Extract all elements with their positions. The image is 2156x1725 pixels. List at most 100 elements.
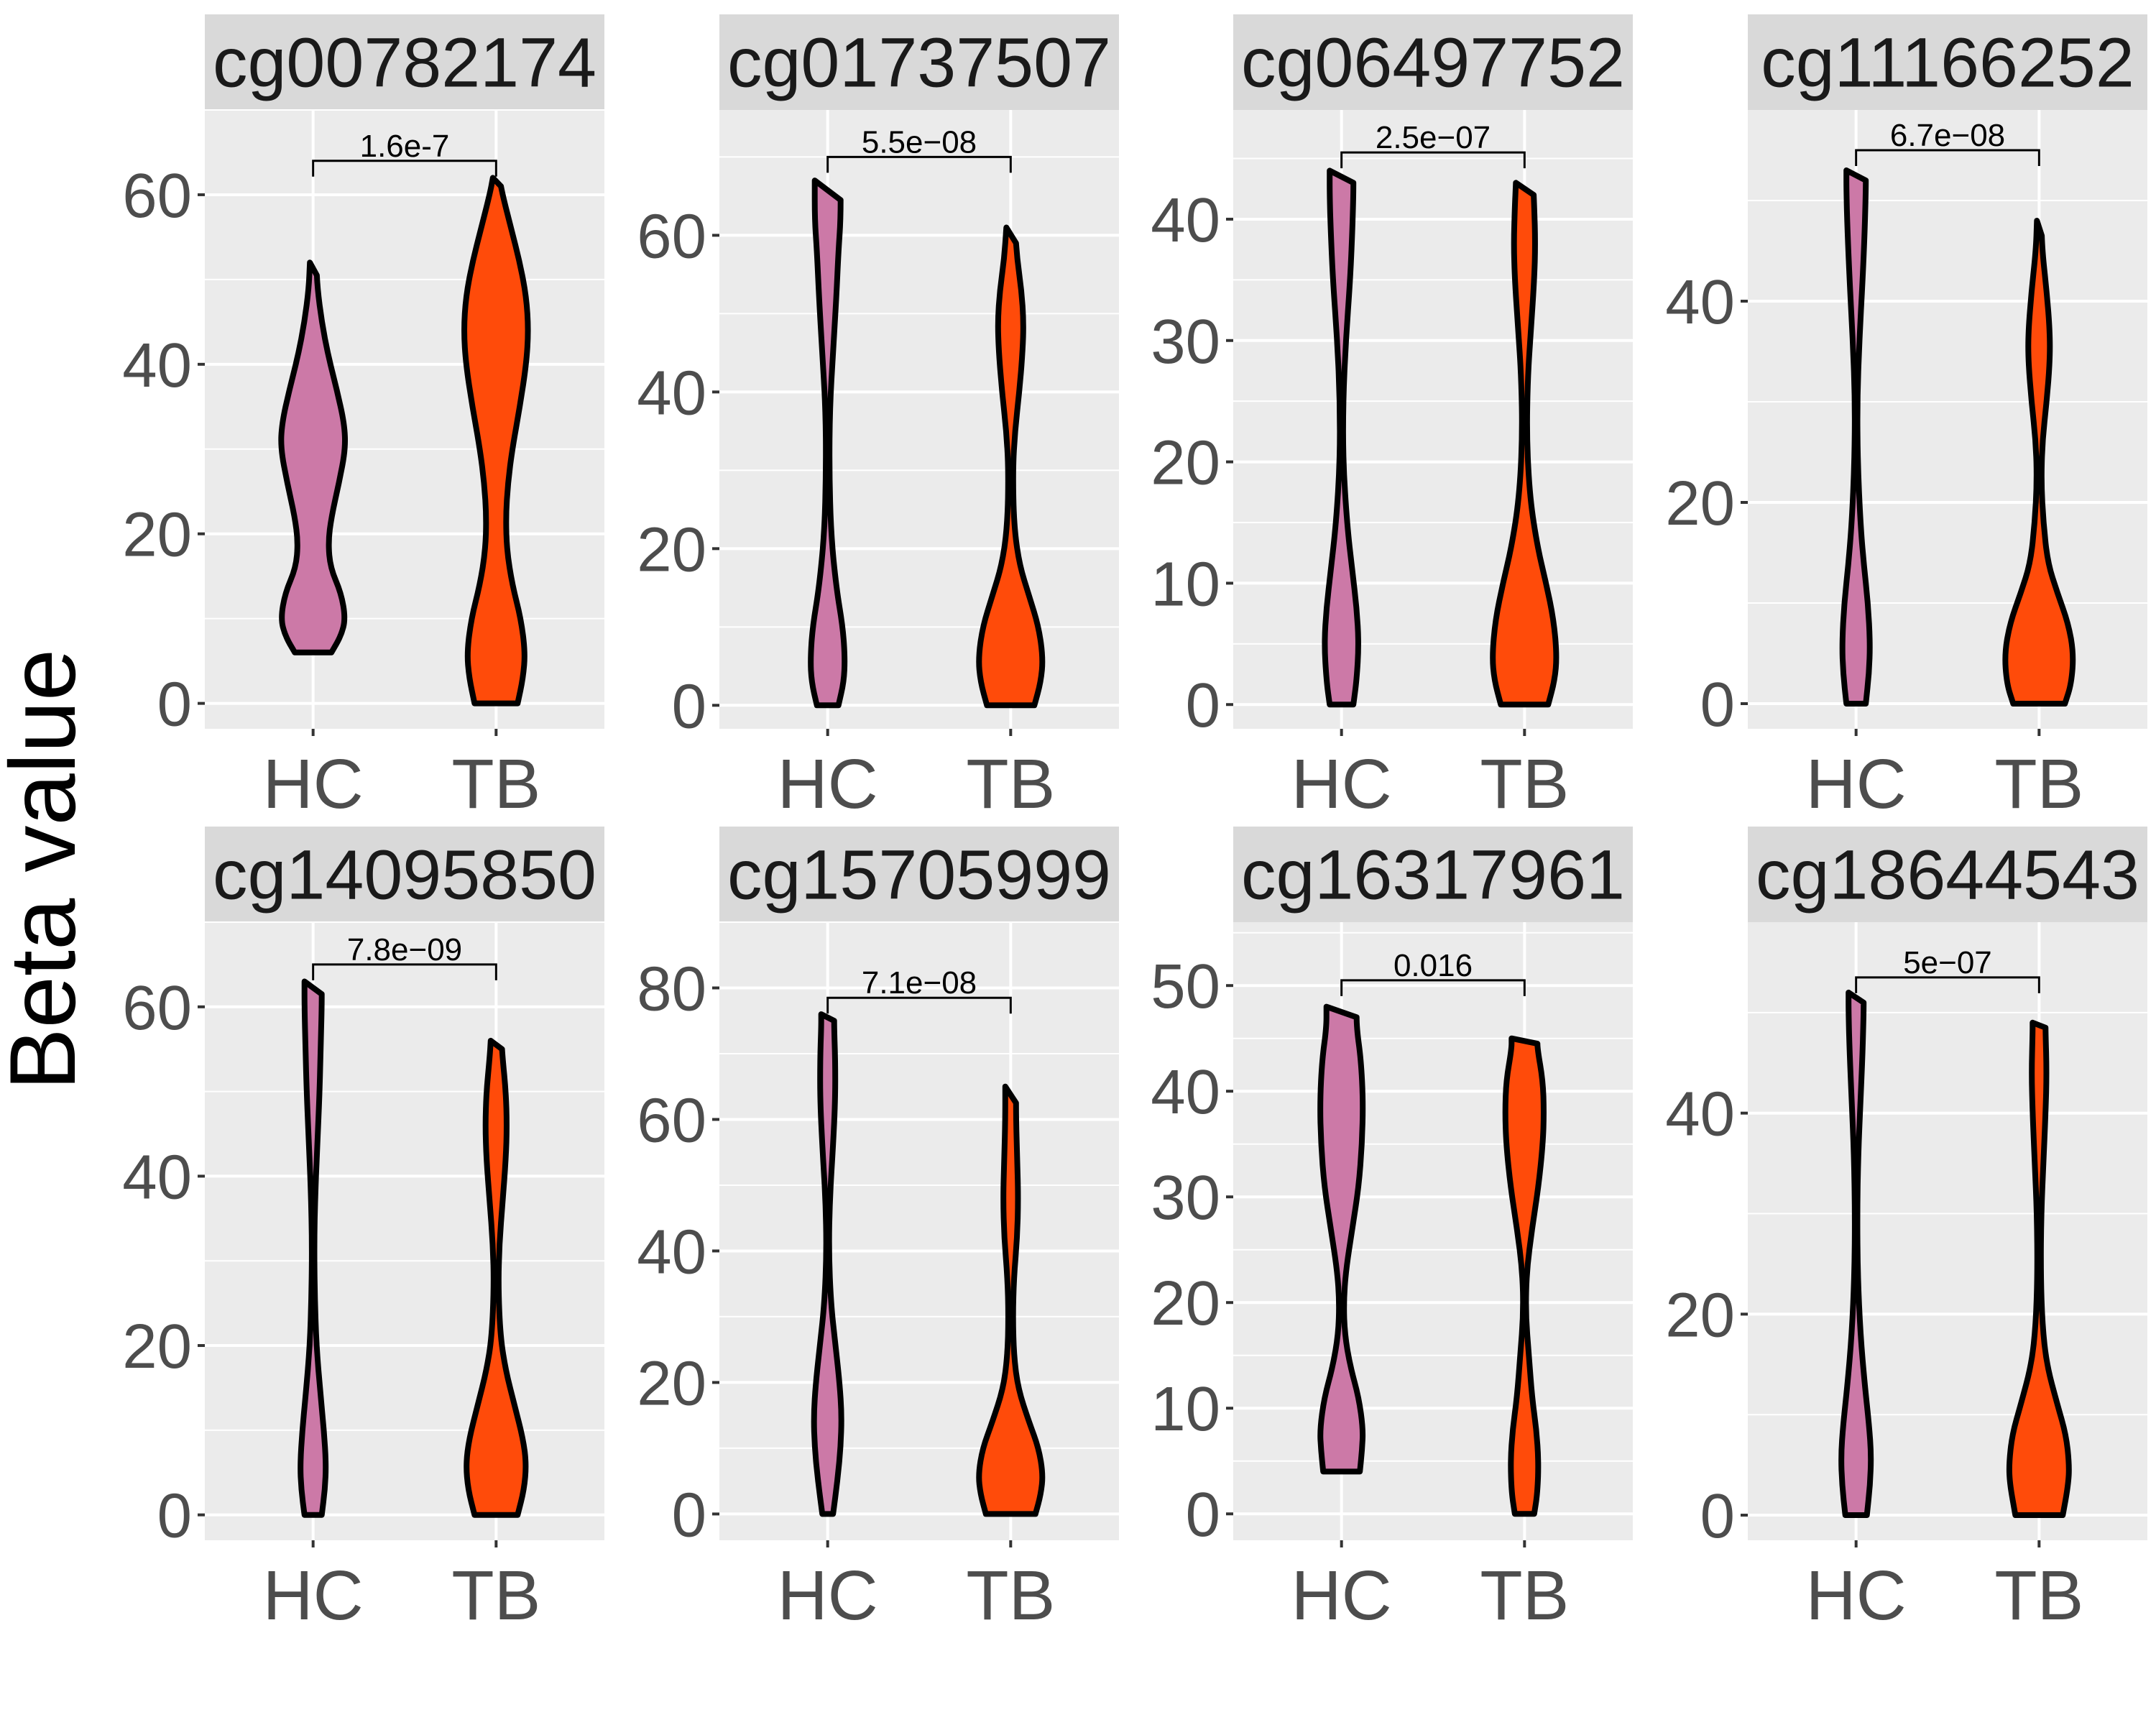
facet-panel: cg06497752 0 10 20 30 40 HC TB 2.5e−07	[1151, 14, 1633, 823]
violin-hc	[1322, 167, 1361, 708]
y-tick-label: 10	[1151, 1374, 1220, 1444]
p-value-label: 5e−07	[1903, 945, 1992, 980]
p-value-label: 7.1e−08	[862, 965, 977, 1000]
significance-bracket	[312, 963, 497, 980]
facet-strip	[205, 827, 604, 922]
y-tick-label: 20	[122, 1312, 192, 1381]
violin-hc	[298, 978, 329, 1518]
y-axis-title: Beta value	[0, 649, 95, 1090]
facet-strip	[1233, 14, 1633, 110]
y-tick-label: 0	[1700, 1481, 1735, 1551]
panel-background	[719, 922, 1119, 1540]
y-tick-label: 60	[122, 161, 192, 231]
significance-bracket	[1340, 151, 1526, 169]
p-value-label: 0.016	[1393, 948, 1473, 983]
y-tick-label: 20	[1665, 469, 1735, 538]
x-tick-label: TB	[1480, 745, 1569, 823]
facet-strip	[1233, 827, 1633, 922]
x-tick-label: TB	[1994, 1556, 2083, 1634]
y-tick-label: 0	[1186, 671, 1220, 740]
y-tick-label: 40	[122, 1142, 192, 1212]
facet-strip	[205, 14, 604, 110]
violin-hc	[1317, 1003, 1366, 1475]
y-tick-label: 20	[637, 1348, 706, 1418]
significance-bracket	[826, 155, 1012, 173]
panel-background	[1748, 922, 2147, 1540]
y-tick-label: 40	[122, 331, 192, 400]
y-tick-label: 0	[672, 671, 706, 741]
facet-title: cg16317961	[1241, 836, 1625, 914]
y-tick-label: 0	[157, 1481, 192, 1551]
x-tick-label: TB	[451, 745, 540, 823]
violin-tb	[976, 1083, 1046, 1517]
y-tick-label: 60	[122, 973, 192, 1043]
x-tick-label: HC	[263, 1556, 364, 1634]
y-tick-label: 40	[637, 358, 706, 428]
y-tick-label: 40	[1151, 1057, 1220, 1127]
y-tick-label: 60	[637, 1085, 706, 1155]
x-tick-label: HC	[1291, 1556, 1392, 1634]
x-tick-label: TB	[1480, 1556, 1569, 1634]
facet-panel: cg01737507 0 20 40 60 HC TB 5.5e−08	[637, 14, 1119, 823]
y-tick-label: 50	[1151, 952, 1220, 1021]
y-tick-label: 20	[637, 515, 706, 584]
p-value-label: 5.5e−08	[862, 124, 977, 160]
violin-tb	[1490, 180, 1560, 708]
x-tick-label: TB	[966, 1556, 1055, 1634]
panel-background	[205, 110, 604, 729]
p-value-label: 7.8e−09	[347, 932, 462, 967]
panel-background	[1233, 110, 1633, 729]
p-value-label: 6.7e−08	[1890, 118, 2005, 153]
violin-tb	[1502, 1035, 1547, 1517]
significance-bracket	[1855, 149, 2040, 166]
y-tick-label: 60	[637, 201, 706, 271]
facet-title: cg14095850	[213, 836, 596, 914]
panel-background	[1748, 110, 2147, 729]
x-tick-label: HC	[263, 745, 364, 823]
x-tick-label: HC	[778, 745, 878, 823]
y-tick-label: 40	[1665, 267, 1735, 337]
facet-panel: cg16317961 0 10 20 30 40 50 HC TB 0.016	[1151, 827, 1633, 1634]
x-tick-label: TB	[451, 1556, 540, 1634]
violin-tb	[2006, 1019, 2072, 1518]
x-tick-label: HC	[778, 1556, 878, 1634]
facet-strip	[719, 14, 1119, 110]
y-tick-label: 0	[1186, 1480, 1220, 1550]
violin-hc	[278, 259, 349, 656]
violin-hc	[811, 1011, 844, 1517]
y-tick-label: 40	[1665, 1080, 1735, 1149]
x-tick-label: TB	[966, 745, 1055, 823]
y-tick-label: 20	[1665, 1280, 1735, 1350]
significance-bracket	[826, 996, 1012, 1014]
facet-panel: cg18644543 0 20 40 HC TB 5e−07	[1665, 827, 2147, 1634]
facet-title: cg11166252	[1761, 24, 2134, 102]
significance-bracket	[312, 160, 497, 177]
x-tick-label: HC	[1291, 745, 1392, 823]
facet-strip	[1748, 827, 2147, 922]
significance-bracket	[1340, 979, 1526, 996]
violin-hc	[808, 178, 848, 709]
y-tick-label: 0	[672, 1480, 706, 1550]
x-tick-label: HC	[1806, 1556, 1907, 1634]
y-tick-label: 10	[1151, 549, 1220, 619]
y-tick-label: 20	[122, 500, 192, 570]
y-tick-label: 30	[1151, 1163, 1220, 1233]
facet-title: cg15705999	[727, 836, 1111, 914]
x-tick-label: TB	[1994, 745, 2083, 823]
y-tick-label: 40	[1151, 185, 1220, 255]
facet-strip	[1748, 14, 2147, 110]
facet-title: cg01737507	[727, 24, 1111, 102]
panel-background	[719, 110, 1119, 729]
p-value-label: 1.6e-7	[360, 129, 450, 164]
facet-panel: cg15705999 0 20 40 60 80 HC TB 7.1e−08	[637, 827, 1119, 1634]
violin-hc	[1839, 167, 1873, 707]
facet-panel: cg00782174 0 20 40 60 HC TB 1.6e-7	[122, 14, 604, 823]
panel-background	[205, 922, 604, 1540]
violin-tb	[2002, 218, 2076, 707]
x-tick-label: HC	[1806, 745, 1907, 823]
y-tick-label: 80	[637, 954, 706, 1024]
violin-tb	[464, 1037, 529, 1518]
y-tick-label: 40	[637, 1217, 706, 1287]
facet-strip	[719, 827, 1119, 922]
